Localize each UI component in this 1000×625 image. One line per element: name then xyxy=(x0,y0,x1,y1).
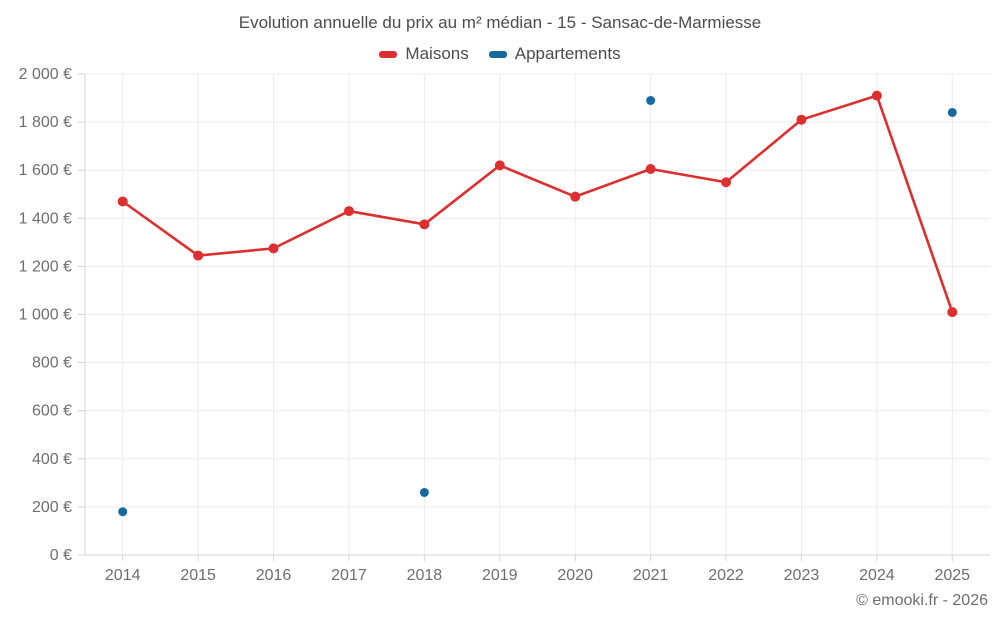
y-tick-label: 2 000 € xyxy=(19,66,72,83)
y-tick-label: 400 € xyxy=(32,451,72,468)
legend-label-maisons: Maisons xyxy=(405,44,469,63)
x-tick-label: 2019 xyxy=(482,567,518,584)
x-tick-label: 2024 xyxy=(859,567,895,584)
data-point-maisons-2023 xyxy=(796,114,807,125)
legend-item-maisons: Maisons xyxy=(379,44,469,64)
x-tick-label: 2017 xyxy=(331,567,367,584)
data-point-maisons-2018 xyxy=(419,219,430,230)
x-tick-label: 2014 xyxy=(105,567,141,584)
data-point-maisons-2020 xyxy=(570,191,581,202)
series-line-maisons xyxy=(121,94,954,314)
data-point-appartements-2021 xyxy=(646,95,656,105)
data-point-appartements-2018 xyxy=(419,487,429,497)
y-tick-label: 1 000 € xyxy=(19,307,72,324)
data-point-maisons-2019 xyxy=(494,160,505,171)
watermark-credit: © emooki.fr - 2026 xyxy=(856,592,988,609)
y-tick-label: 800 € xyxy=(32,355,72,372)
data-point-maisons-2016 xyxy=(268,243,279,254)
legend-item-appartements: Appartements xyxy=(488,44,621,64)
x-tick-label: 2018 xyxy=(407,567,443,584)
y-tick-label: 200 € xyxy=(32,499,72,516)
x-tick-label: 2020 xyxy=(557,567,593,584)
data-point-maisons-2015 xyxy=(193,250,204,261)
y-tick-label: 600 € xyxy=(32,403,72,420)
data-point-appartements-2025 xyxy=(947,107,957,117)
data-point-appartements-2014 xyxy=(118,507,128,517)
x-tick-label: 2025 xyxy=(934,567,970,584)
data-point-maisons-2024 xyxy=(871,90,882,101)
data-point-maisons-2021 xyxy=(645,163,656,174)
y-tick-label: 1 400 € xyxy=(19,210,72,227)
maisons-series-swatch-icon xyxy=(379,50,398,58)
y-tick-label: 1 200 € xyxy=(19,258,72,275)
appartements-series-swatch-icon xyxy=(488,50,507,58)
y-tick-label: 0 € xyxy=(50,547,72,564)
y-tick-label: 1 800 € xyxy=(19,114,72,131)
y-tick-label: 1 600 € xyxy=(19,162,72,179)
data-point-maisons-2017 xyxy=(343,206,354,217)
chart-title: Evolution annuelle du prix au m² médian … xyxy=(238,13,762,32)
data-point-maisons-2025 xyxy=(947,307,958,318)
x-tick-label: 2021 xyxy=(633,567,669,584)
x-tick-label: 2022 xyxy=(708,567,744,584)
x-tick-label: 2015 xyxy=(180,567,216,584)
legend-label-appartements: Appartements xyxy=(514,44,621,63)
data-point-maisons-2022 xyxy=(721,177,732,188)
x-tick-label: 2016 xyxy=(256,567,292,584)
x-tick-label: 2023 xyxy=(784,567,820,584)
chart-legend: Maisons Appartements xyxy=(0,44,1000,64)
data-point-maisons-2014 xyxy=(117,196,128,207)
